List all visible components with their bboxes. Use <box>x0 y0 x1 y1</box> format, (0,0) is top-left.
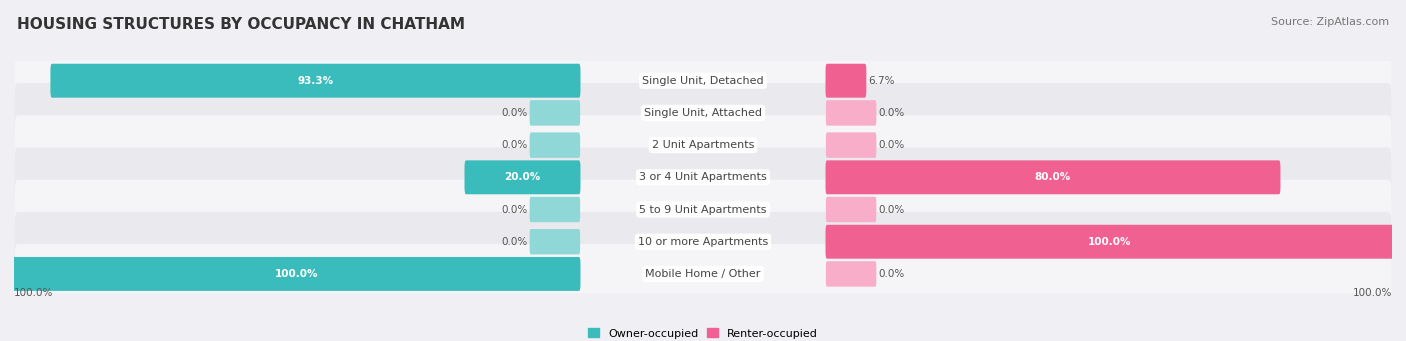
Text: 0.0%: 0.0% <box>879 205 905 214</box>
Text: HOUSING STRUCTURES BY OCCUPANCY IN CHATHAM: HOUSING STRUCTURES BY OCCUPANCY IN CHATH… <box>17 17 465 32</box>
FancyBboxPatch shape <box>530 132 581 158</box>
Text: 3 or 4 Unit Apartments: 3 or 4 Unit Apartments <box>640 172 766 182</box>
FancyBboxPatch shape <box>14 83 1392 143</box>
FancyBboxPatch shape <box>14 51 1392 110</box>
FancyBboxPatch shape <box>530 197 581 222</box>
FancyBboxPatch shape <box>14 180 1392 239</box>
FancyBboxPatch shape <box>51 64 581 98</box>
FancyBboxPatch shape <box>14 115 1392 175</box>
FancyBboxPatch shape <box>530 100 581 125</box>
FancyBboxPatch shape <box>825 100 876 125</box>
Text: 0.0%: 0.0% <box>501 108 527 118</box>
Text: 0.0%: 0.0% <box>501 237 527 247</box>
Text: 0.0%: 0.0% <box>501 205 527 214</box>
FancyBboxPatch shape <box>825 64 866 98</box>
FancyBboxPatch shape <box>14 212 1392 271</box>
Text: 0.0%: 0.0% <box>879 269 905 279</box>
Text: 10 or more Apartments: 10 or more Apartments <box>638 237 768 247</box>
Text: Single Unit, Detached: Single Unit, Detached <box>643 76 763 86</box>
Text: 100.0%: 100.0% <box>1088 237 1132 247</box>
Text: Single Unit, Attached: Single Unit, Attached <box>644 108 762 118</box>
Text: 0.0%: 0.0% <box>879 140 905 150</box>
FancyBboxPatch shape <box>825 160 1281 194</box>
Text: 100.0%: 100.0% <box>14 287 53 298</box>
FancyBboxPatch shape <box>825 197 876 222</box>
FancyBboxPatch shape <box>530 229 581 254</box>
FancyBboxPatch shape <box>13 257 581 291</box>
Text: Mobile Home / Other: Mobile Home / Other <box>645 269 761 279</box>
FancyBboxPatch shape <box>825 132 876 158</box>
Text: Source: ZipAtlas.com: Source: ZipAtlas.com <box>1271 17 1389 27</box>
Text: 100.0%: 100.0% <box>1353 287 1392 298</box>
Text: 0.0%: 0.0% <box>879 108 905 118</box>
Text: 2 Unit Apartments: 2 Unit Apartments <box>652 140 754 150</box>
FancyBboxPatch shape <box>825 225 1393 259</box>
Text: 0.0%: 0.0% <box>501 140 527 150</box>
Text: 20.0%: 20.0% <box>505 172 541 182</box>
FancyBboxPatch shape <box>825 261 876 287</box>
FancyBboxPatch shape <box>14 244 1392 304</box>
Text: 100.0%: 100.0% <box>274 269 318 279</box>
Text: 93.3%: 93.3% <box>298 76 333 86</box>
Text: 5 to 9 Unit Apartments: 5 to 9 Unit Apartments <box>640 205 766 214</box>
Text: 80.0%: 80.0% <box>1035 172 1071 182</box>
FancyBboxPatch shape <box>14 147 1392 207</box>
FancyBboxPatch shape <box>464 160 581 194</box>
Text: 6.7%: 6.7% <box>869 76 894 86</box>
Legend: Owner-occupied, Renter-occupied: Owner-occupied, Renter-occupied <box>588 328 818 339</box>
